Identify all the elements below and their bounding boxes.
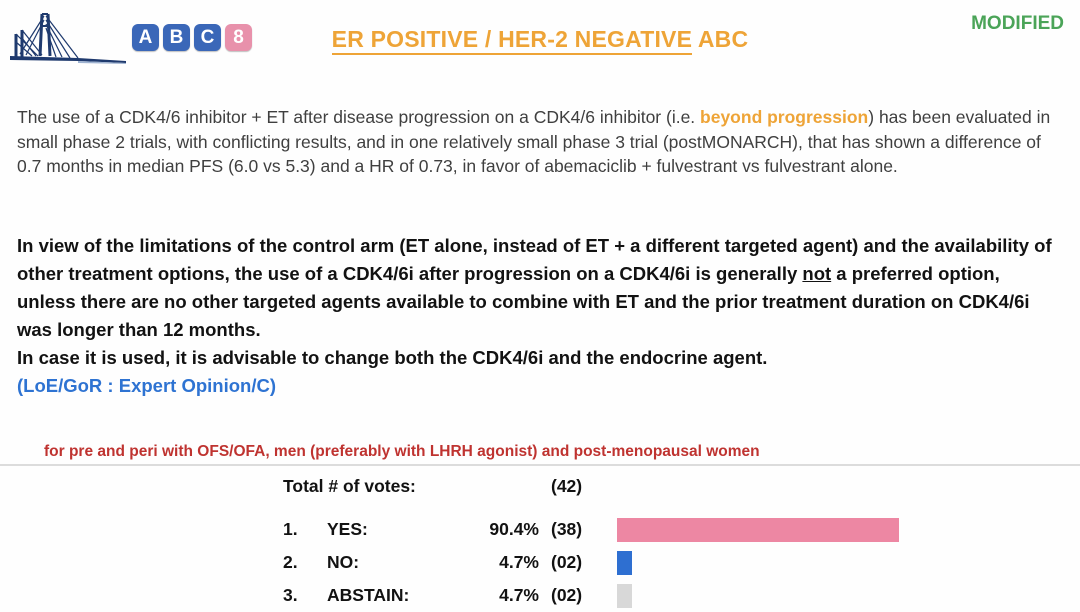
vote-population-note: for pre and peri with OFS/OFA, men (pref… xyxy=(44,443,760,460)
vote-row-count: (02) xyxy=(551,585,583,605)
recommendation-text-2: a preferred option, unless there are no … xyxy=(17,263,1030,340)
vote-row-number: 2. xyxy=(283,552,298,572)
not-underlined: not xyxy=(802,263,832,284)
recommendation-line2: In case it is used, it is advisable to c… xyxy=(17,347,768,368)
bridge-icon xyxy=(10,13,126,64)
vote-row-yes: 1. YES: 90.4% (38) xyxy=(283,513,1073,546)
loe-gor-label: (LoE/GoR : Expert Opinion/C) xyxy=(17,375,276,396)
logo-tile-a: A xyxy=(132,24,159,51)
vote-bar-abstain xyxy=(617,583,632,608)
logo-letter-tiles: A B C 8 xyxy=(132,24,252,51)
section-divider xyxy=(0,464,1080,466)
intro-text-2: ) has been evaluated in small phase 2 tr… xyxy=(17,107,1051,176)
votes-table: Total # of votes: (42) 1. YES: 90.4% (38… xyxy=(283,471,1073,612)
vote-row-abstain: 3. ABSTAIN: 4.7% (02) xyxy=(283,579,1073,612)
vote-row-number: 1. xyxy=(283,519,298,539)
logo-tile-c: C xyxy=(194,24,221,51)
vote-row-percent: 4.7% xyxy=(499,552,539,572)
vote-row-count: (38) xyxy=(551,519,583,539)
recommendation-paragraph: In view of the limitations of the contro… xyxy=(17,232,1063,400)
recommendation-text-1: In view of the limitations of the contro… xyxy=(17,235,1052,284)
vote-row-percent: 4.7% xyxy=(499,585,539,605)
vote-row-count: (02) xyxy=(551,552,583,572)
page-title-underlined: ER POSITIVE / HER-2 NEGATIVE xyxy=(331,26,693,55)
vote-row-label: YES: xyxy=(327,519,368,539)
votes-total-row: Total # of votes: (42) xyxy=(283,471,1073,501)
vote-row-label: ABSTAIN: xyxy=(327,585,410,605)
vote-row-label: NO: xyxy=(327,552,360,572)
vote-bar-no xyxy=(617,550,632,575)
vote-row-number: 3. xyxy=(283,585,298,605)
abc8-logo: A B C 8 xyxy=(8,6,252,68)
logo-tile-b: B xyxy=(163,24,190,51)
vote-bar-yes xyxy=(617,517,900,542)
beyond-progression-highlight: beyond progression xyxy=(700,107,869,127)
intro-paragraph: The use of a CDK4/6 inhibitor + ET after… xyxy=(17,105,1067,179)
intro-text-1: The use of a CDK4/6 inhibitor + ET after… xyxy=(17,107,701,127)
page-title-tail: ABC xyxy=(692,26,749,52)
votes-total-value: (42) xyxy=(551,475,583,496)
vote-row-no: 2. NO: 4.7% (02) xyxy=(283,546,1073,579)
logo-tile-8: 8 xyxy=(225,24,252,51)
vote-row-percent: 90.4% xyxy=(489,519,539,539)
votes-total-label: Total # of votes: xyxy=(283,475,416,496)
recommendation-main: In view of the limitations of the contro… xyxy=(17,232,1063,344)
page-title: ER POSITIVE / HER-2 NEGATIVE ABC xyxy=(0,26,1080,55)
modified-badge: MODIFIED xyxy=(971,13,1064,34)
